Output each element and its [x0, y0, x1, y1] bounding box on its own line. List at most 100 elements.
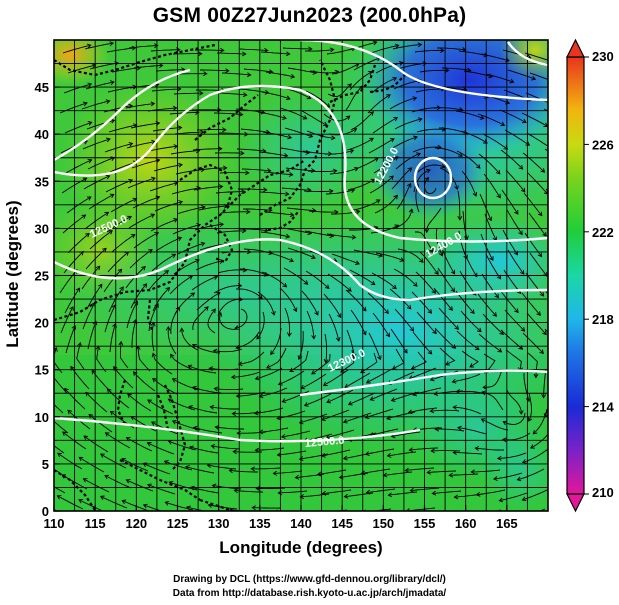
streamline — [325, 189, 355, 195]
streamline — [82, 138, 111, 150]
streamline-arrow — [98, 283, 103, 289]
streamline-arrow — [445, 361, 450, 366]
streamline-arrow — [454, 185, 459, 191]
streamline — [113, 366, 134, 389]
streamline-arrow — [385, 332, 390, 338]
streamline — [485, 73, 514, 83]
streamline — [105, 179, 133, 193]
streamline-arrow — [553, 80, 557, 84]
streamline — [217, 92, 247, 96]
streamline-arrow — [344, 383, 350, 389]
streamline — [284, 307, 291, 337]
streamline-arrow — [121, 499, 127, 505]
streamline — [126, 141, 156, 149]
streamline-arrow — [78, 456, 84, 462]
streamline — [191, 276, 218, 291]
y-tick-label: 40 — [35, 127, 49, 142]
streamline — [299, 413, 328, 424]
streamline — [283, 87, 311, 99]
streamline-arrow — [410, 365, 416, 370]
streamline — [131, 319, 137, 348]
streamline-arrow — [268, 69, 274, 75]
streamline-arrow — [131, 45, 137, 51]
streamline — [532, 408, 548, 435]
streamline — [426, 207, 442, 233]
streamline — [193, 185, 223, 191]
streamline-arrow — [142, 503, 148, 509]
streamline — [323, 369, 349, 386]
streamline — [257, 291, 275, 316]
streamline-arrow — [86, 43, 92, 49]
streamline-arrow — [330, 135, 336, 141]
streamline — [504, 129, 530, 146]
streamline — [220, 211, 250, 214]
streamline — [130, 122, 160, 129]
streamline — [349, 71, 373, 91]
streamline — [133, 371, 156, 392]
streamline-arrow — [71, 324, 77, 330]
streamline-arrow — [164, 270, 169, 275]
streamline-arrow — [230, 374, 236, 380]
streamline — [375, 252, 404, 262]
streamline-arrow — [263, 227, 269, 233]
streamline — [361, 468, 391, 474]
streamline-arrow — [412, 96, 418, 102]
streamline — [507, 249, 525, 275]
streamline — [181, 328, 199, 351]
streamline-arrow — [177, 125, 183, 131]
streamline — [282, 47, 312, 50]
streamline — [527, 352, 538, 378]
streamline-arrow — [83, 435, 89, 440]
streamline — [87, 321, 97, 350]
streamline — [433, 107, 463, 111]
streamline-arrow — [294, 474, 300, 480]
contour-label: 12500.0 — [304, 435, 345, 450]
streamline-arrow — [270, 350, 275, 356]
streamline-arrow — [104, 474, 110, 480]
streamline-arrow — [391, 365, 397, 370]
streamline — [67, 233, 90, 254]
streamline — [493, 472, 523, 480]
streamline-arrow — [390, 397, 396, 402]
streamline-arrow — [409, 487, 415, 493]
streamline-arrow — [87, 158, 93, 164]
streamline-arrow — [282, 282, 288, 288]
streamline-arrow — [470, 309, 475, 315]
streamline-arrow — [285, 233, 291, 239]
streamline — [500, 149, 523, 170]
streamline-arrow — [233, 488, 239, 494]
streamline-arrow — [347, 401, 353, 406]
streamline — [432, 490, 462, 494]
streamline — [434, 147, 463, 157]
streamline-arrow — [263, 47, 269, 53]
streamline — [273, 470, 303, 474]
streamline-arrow — [514, 209, 519, 215]
streamline — [207, 464, 237, 470]
colorbar-label: 218 — [592, 312, 614, 327]
streamline-arrow — [393, 194, 398, 200]
streamline — [65, 325, 76, 354]
streamline — [522, 332, 544, 354]
streamline — [54, 403, 64, 414]
streamline — [456, 390, 486, 395]
streamline — [200, 69, 229, 72]
streamline — [545, 188, 548, 192]
streamline — [239, 228, 268, 232]
streamline-arrow — [254, 375, 260, 381]
streamline — [394, 118, 422, 130]
streamline — [121, 458, 149, 472]
x-tick-label: 130 — [208, 516, 230, 531]
x-tick-label: 125 — [167, 516, 189, 531]
streamline — [148, 303, 159, 332]
streamline — [527, 172, 548, 195]
streamline-arrow — [475, 491, 481, 497]
streamline-arrow — [232, 449, 238, 455]
y-tick-label: 20 — [35, 316, 49, 331]
streamline — [461, 170, 477, 197]
streamline-arrow — [105, 137, 111, 143]
streamline-arrow — [316, 471, 322, 477]
streamline-arrow — [238, 296, 244, 302]
streamline — [395, 152, 421, 170]
streamline — [397, 248, 424, 263]
